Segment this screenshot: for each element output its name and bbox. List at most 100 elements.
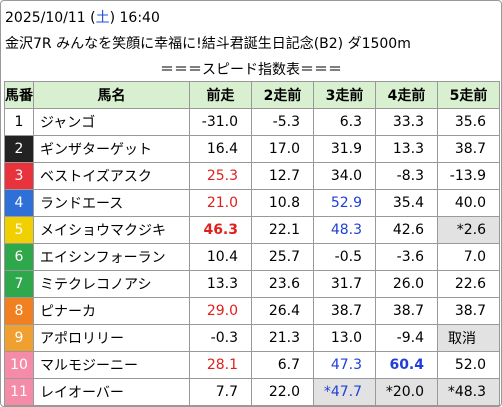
column-header: 3走前 — [313, 81, 376, 109]
race-title: 金沢7R みんなを笑顔に幸福に!結斗君誕生日記念(B2) ダ1500m — [5, 36, 411, 52]
index-value: 12.7 — [251, 162, 314, 190]
index-value: -13.9 — [437, 162, 500, 190]
row: 11 レイオーバー 7.7 22.0 *47.7 *20.0 *48.3 — [4, 378, 500, 406]
index-value: 25.7 — [251, 243, 314, 271]
weekday: 土 — [95, 10, 110, 26]
header-row: 馬番 馬名 前走 2走前 3走前 4走前 5走前 — [4, 81, 500, 109]
horse-number: 6 — [4, 243, 34, 271]
index-value: 47.3 — [313, 351, 376, 379]
horse-name: メイショウマクジキ — [33, 216, 190, 244]
index-value: 13.0 — [313, 324, 376, 352]
horse-number: 1 — [4, 108, 34, 136]
horse-number: 5 — [4, 216, 34, 244]
index-value: *2.6 — [437, 216, 500, 244]
horse-number: 9 — [4, 324, 34, 352]
horse-number: 11 — [4, 378, 34, 406]
column-header: 馬番 — [4, 81, 34, 109]
horse-name: マルモジーニー — [33, 351, 190, 379]
column-header: 2走前 — [251, 81, 314, 109]
subtitle: ＝＝＝スピード指数表＝＝＝ — [160, 62, 342, 78]
column-header: 馬名 — [33, 81, 190, 109]
date-line: 2025/10/11 (土) 16:40 — [5, 7, 160, 27]
index-value: -31.0 — [189, 108, 252, 136]
row: 3 ベストイズアスク 25.3 12.7 34.0 -8.3 -13.9 — [4, 162, 500, 190]
index-value: 13.3 — [375, 135, 438, 163]
speed-table: 馬番 馬名 前走 2走前 3走前 4走前 5走前 1 ジャンゴ -31.0 -5.3 6.3 33.3 3… — [4, 81, 500, 406]
row: 6 エイシンフォーラン 10.4 25.7 -0.5 -3.6 7.0 — [4, 243, 500, 271]
horse-name: ジャンゴ — [33, 108, 190, 136]
index-value: 22.0 — [251, 378, 314, 406]
index-value: 22.1 — [251, 216, 314, 244]
index-value: -3.6 — [375, 243, 438, 271]
index-value: 28.1 — [189, 351, 252, 379]
row: 4 ランドエース 21.0 10.8 52.9 35.4 40.0 — [4, 189, 500, 217]
index-value: 17.0 — [251, 135, 314, 163]
index-value: 10.4 — [189, 243, 252, 271]
index-value: 21.0 — [189, 189, 252, 217]
index-value: 33.3 — [375, 108, 438, 136]
index-value: 46.3 — [189, 216, 252, 244]
index-value: 31.7 — [313, 270, 376, 298]
column-header: 4走前 — [375, 81, 438, 109]
index-value: 7.0 — [437, 243, 500, 271]
index-value: 35.6 — [437, 108, 500, 136]
index-value: -8.3 — [375, 162, 438, 190]
column-header: 前走 — [189, 81, 252, 109]
index-value: 35.4 — [375, 189, 438, 217]
row: 5 メイショウマクジキ 46.3 22.1 48.3 42.6 *2.6 — [4, 216, 500, 244]
horse-number: 10 — [4, 351, 34, 379]
index-value: *48.3 — [437, 378, 500, 406]
index-value: *20.0 — [375, 378, 438, 406]
index-value: 31.9 — [313, 135, 376, 163]
index-value: -0.5 — [313, 243, 376, 271]
horse-number: 2 — [4, 135, 34, 163]
horse-name: レイオーバー — [33, 378, 190, 406]
row: 10 マルモジーニー 28.1 6.7 47.3 60.4 52.0 — [4, 351, 500, 379]
row: 2 ギンザターゲット 16.4 17.0 31.9 13.3 38.7 — [4, 135, 500, 163]
row: 7 ミテクレコノアシ 13.3 23.6 31.7 26.0 22.6 — [4, 270, 500, 298]
index-value: 48.3 — [313, 216, 376, 244]
index-value: 10.8 — [251, 189, 314, 217]
index-value: 38.7 — [437, 297, 500, 325]
horse-number: 8 — [4, 297, 34, 325]
index-value: 26.0 — [375, 270, 438, 298]
index-value: 38.7 — [437, 135, 500, 163]
horse-name: ミテクレコノアシ — [33, 270, 190, 298]
time: ) 16:40 — [109, 10, 160, 26]
index-value: 40.0 — [437, 189, 500, 217]
index-value: 7.7 — [189, 378, 252, 406]
index-value: -5.3 — [251, 108, 314, 136]
index-value: 29.0 — [189, 297, 252, 325]
index-value: 22.6 — [437, 270, 500, 298]
index-value: 60.4 — [375, 351, 438, 379]
horse-number: 7 — [4, 270, 34, 298]
index-value: 21.3 — [251, 324, 314, 352]
index-value: 38.7 — [313, 297, 376, 325]
horse-number: 3 — [4, 162, 34, 190]
index-value: 42.6 — [375, 216, 438, 244]
horse-name: ランドエース — [33, 189, 190, 217]
horse-name: ピナーカ — [33, 297, 190, 325]
row: 1 ジャンゴ -31.0 -5.3 6.3 33.3 35.6 — [4, 108, 500, 136]
horse-name: エイシンフォーラン — [33, 243, 190, 271]
horse-number: 4 — [4, 189, 34, 217]
index-value: *47.7 — [313, 378, 376, 406]
index-value: 取消 — [437, 324, 500, 352]
index-value: 23.6 — [251, 270, 314, 298]
index-value: 52.9 — [313, 189, 376, 217]
index-value: 13.3 — [189, 270, 252, 298]
column-header: 5走前 — [437, 81, 500, 109]
index-value: 16.4 — [189, 135, 252, 163]
index-value: -0.3 — [189, 324, 252, 352]
horse-name: アポロリリー — [33, 324, 190, 352]
date: 2025/10/11 ( — [5, 10, 96, 26]
horse-name: ベストイズアスク — [33, 162, 190, 190]
index-value: 6.7 — [251, 351, 314, 379]
index-value: 26.4 — [251, 297, 314, 325]
index-value: 34.0 — [313, 162, 376, 190]
horse-name: ギンザターゲット — [33, 135, 190, 163]
row: 8 ピナーカ 29.0 26.4 38.7 38.7 38.7 — [4, 297, 500, 325]
index-value: -9.4 — [375, 324, 438, 352]
